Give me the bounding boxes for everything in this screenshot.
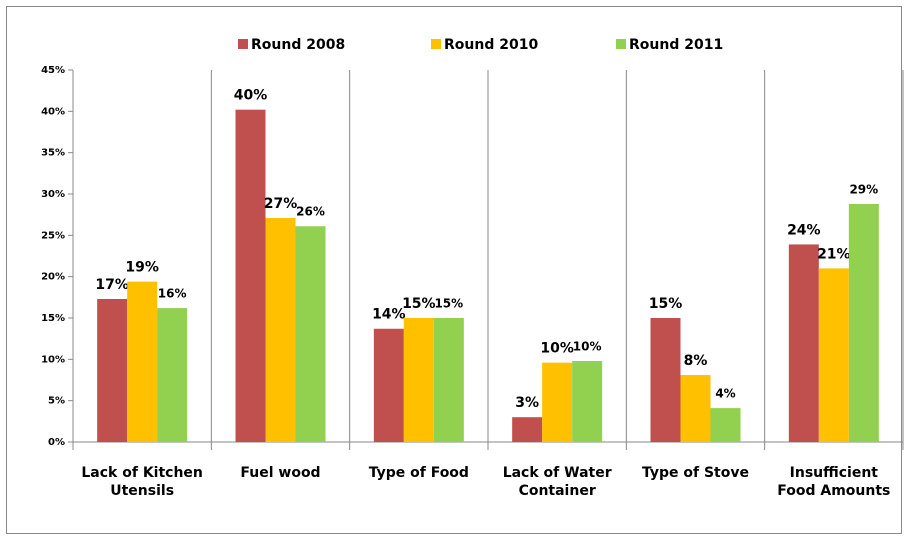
x-tick-label: Type of Food bbox=[368, 465, 469, 481]
bar bbox=[788, 244, 819, 442]
y-tick-label: 0% bbox=[48, 437, 65, 448]
legend-label: Round 2010 bbox=[444, 37, 538, 53]
y-tick-label: 45% bbox=[41, 65, 65, 76]
bar bbox=[572, 360, 603, 442]
x-tick-label: Type of Stove bbox=[641, 465, 749, 481]
bar bbox=[295, 226, 326, 442]
bar bbox=[433, 318, 464, 442]
legend-label: Round 2008 bbox=[251, 37, 345, 53]
data-label: 16% bbox=[158, 287, 187, 301]
y-tick-label: 30% bbox=[41, 189, 65, 200]
data-label: 17% bbox=[95, 277, 129, 293]
data-label: 10% bbox=[573, 339, 602, 353]
data-label: 21% bbox=[817, 246, 851, 262]
bar bbox=[650, 318, 681, 442]
data-label: 19% bbox=[125, 260, 159, 276]
bar bbox=[97, 298, 128, 442]
legend-swatch bbox=[238, 39, 248, 49]
y-tick-label: 5% bbox=[48, 396, 65, 407]
data-label: 3% bbox=[515, 395, 539, 411]
bar bbox=[542, 362, 573, 442]
data-label: 29% bbox=[849, 182, 878, 196]
bar bbox=[235, 109, 266, 443]
bar bbox=[403, 318, 434, 442]
legend-swatch bbox=[431, 39, 441, 49]
y-tick-label: 10% bbox=[41, 354, 65, 365]
data-label: 15% bbox=[402, 296, 436, 312]
legend-swatch bbox=[616, 39, 626, 49]
y-tick-label: 25% bbox=[41, 230, 65, 241]
bar bbox=[818, 268, 849, 442]
chart-border bbox=[6, 6, 902, 534]
bar bbox=[265, 217, 296, 442]
data-label: 24% bbox=[787, 222, 821, 238]
x-tick-label: Lack of Kitchen Utensils bbox=[81, 465, 203, 499]
y-tick-label: 40% bbox=[41, 106, 65, 117]
x-tick-label: Lack of Water Container bbox=[502, 465, 612, 499]
bar bbox=[848, 203, 879, 442]
data-label: 10% bbox=[540, 341, 574, 357]
bar bbox=[127, 281, 158, 442]
data-label: 40% bbox=[234, 88, 268, 104]
x-tick-label: Insufficient Food Amounts bbox=[777, 465, 891, 499]
legend-label: Round 2011 bbox=[629, 37, 723, 53]
bar bbox=[710, 408, 741, 442]
data-label: 27% bbox=[264, 196, 298, 212]
y-tick-label: 15% bbox=[41, 313, 65, 324]
y-tick-label: 35% bbox=[41, 148, 65, 159]
bar bbox=[373, 328, 404, 442]
data-label: 26% bbox=[296, 205, 325, 219]
y-tick-label: 20% bbox=[41, 272, 65, 283]
bar bbox=[157, 308, 188, 442]
data-label: 14% bbox=[372, 307, 406, 323]
data-label: 8% bbox=[684, 353, 708, 369]
x-tick-label: Fuel wood bbox=[240, 465, 321, 481]
bar bbox=[512, 417, 543, 442]
bar bbox=[680, 375, 711, 442]
data-label: 15% bbox=[649, 296, 683, 312]
data-label: 15% bbox=[434, 297, 463, 311]
data-label: 4% bbox=[715, 387, 735, 401]
